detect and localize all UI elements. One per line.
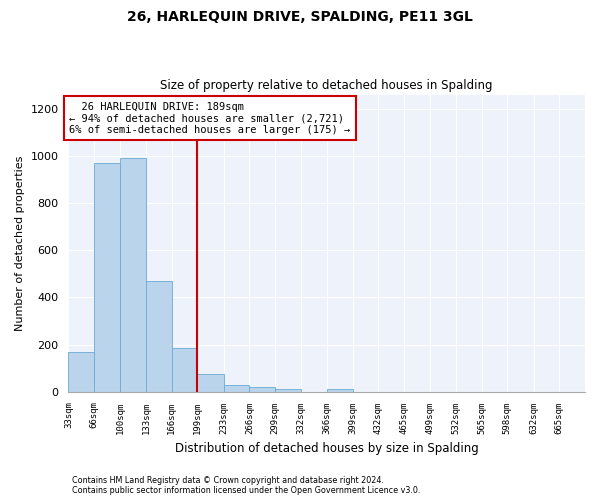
Bar (327, 388, 353, 392)
Bar (197, 374, 224, 392)
Bar (146, 281, 172, 392)
Text: Contains HM Land Registry data © Crown copyright and database right 2024.
Contai: Contains HM Land Registry data © Crown c… (72, 476, 421, 495)
Bar (121, 158, 146, 392)
X-axis label: Distribution of detached houses by size in Spalding: Distribution of detached houses by size … (175, 442, 479, 455)
Title: Size of property relative to detached houses in Spalding: Size of property relative to detached ho… (160, 79, 493, 92)
Bar (224, 385, 250, 392)
Bar (172, 348, 197, 392)
Text: 26, HARLEQUIN DRIVE, SPALDING, PE11 3GL: 26, HARLEQUIN DRIVE, SPALDING, PE11 3GL (127, 10, 473, 24)
Y-axis label: Number of detached properties: Number of detached properties (15, 156, 25, 331)
Bar (275, 388, 301, 392)
Bar (94, 163, 121, 392)
Text: 26 HARLEQUIN DRIVE: 189sqm
← 94% of detached houses are smaller (2,721)
6% of se: 26 HARLEQUIN DRIVE: 189sqm ← 94% of deta… (69, 102, 350, 135)
Bar (68, 352, 94, 392)
Bar (250, 387, 275, 392)
